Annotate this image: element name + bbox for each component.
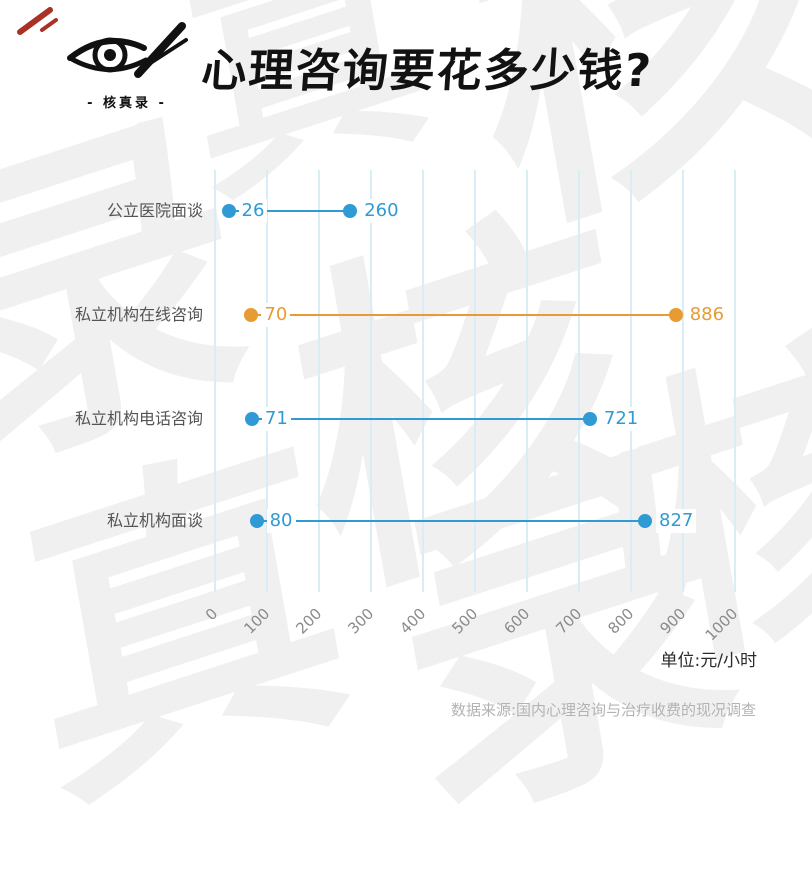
gridline bbox=[734, 170, 736, 592]
x-tick-label: 200 bbox=[292, 604, 326, 638]
max-dot bbox=[668, 308, 683, 322]
x-tick-label: 400 bbox=[396, 604, 430, 638]
max-value-label: 827 bbox=[656, 509, 697, 533]
max-value-label: 721 bbox=[600, 407, 642, 431]
gridline bbox=[318, 170, 320, 592]
x-tick-label: 600 bbox=[500, 604, 534, 638]
max-dot bbox=[638, 514, 653, 528]
x-tick-label: 500 bbox=[448, 604, 482, 638]
gridline bbox=[578, 170, 580, 592]
eye-logo-icon bbox=[67, 22, 188, 78]
range-line bbox=[256, 520, 646, 522]
category-label: 私立机构面谈 bbox=[106, 511, 203, 530]
x-tick-label: 0 bbox=[201, 604, 222, 625]
x-tick-label: 700 bbox=[552, 604, 586, 638]
gridline bbox=[526, 170, 528, 592]
gridline bbox=[422, 170, 424, 592]
gridline bbox=[474, 170, 476, 592]
red-brush-mark bbox=[16, 6, 60, 36]
source-note: 数据来源:国内心理咨询与治疗收费的现况调查 bbox=[450, 701, 756, 719]
min-dot bbox=[249, 514, 264, 528]
min-value-label: 71 bbox=[261, 407, 291, 431]
max-value-label: 260 bbox=[361, 199, 402, 223]
min-dot bbox=[244, 308, 259, 322]
gridline bbox=[370, 170, 372, 592]
range-line bbox=[251, 418, 590, 420]
category-label: 公立医院面谈 bbox=[106, 201, 203, 220]
x-tick-label: 300 bbox=[344, 604, 378, 638]
gridline bbox=[266, 170, 268, 592]
logo-label: - 核真录 - bbox=[87, 96, 167, 111]
x-tick-label: 100 bbox=[240, 604, 274, 638]
logo: - 核真录 - bbox=[64, 20, 190, 111]
range-line bbox=[228, 210, 351, 212]
max-dot bbox=[343, 204, 358, 218]
max-value-label: 886 bbox=[686, 303, 728, 327]
dumbbell-chart: 0 100 200 300 400 500 600 700 800 900 1000 公立医院面谈 26… bbox=[74, 170, 741, 644]
unit-note: 单位:元/小时 bbox=[660, 651, 757, 671]
gridline bbox=[682, 170, 684, 592]
x-tick-label: 800 bbox=[604, 604, 638, 638]
max-dot bbox=[582, 412, 597, 426]
min-value-label: 26 bbox=[238, 199, 268, 223]
min-value-label: 70 bbox=[261, 303, 291, 327]
min-dot bbox=[244, 412, 259, 426]
range-line bbox=[251, 314, 676, 316]
gridline bbox=[214, 170, 216, 592]
min-dot bbox=[221, 204, 236, 218]
category-label: 私立机构电话咨询 bbox=[74, 409, 203, 428]
min-value-label: 80 bbox=[266, 509, 296, 533]
red-brush-icon bbox=[17, 7, 58, 35]
category-label: 私立机构在线咨询 bbox=[74, 305, 203, 324]
gridline bbox=[630, 170, 632, 592]
